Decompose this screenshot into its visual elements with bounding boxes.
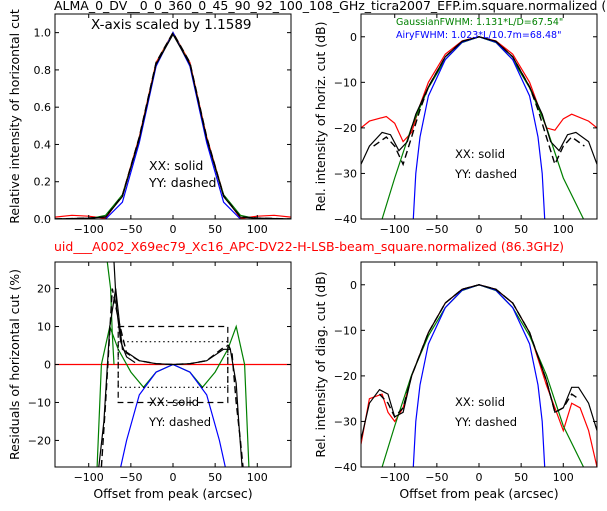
- style-annotation: YY: dashed: [148, 415, 211, 429]
- y-tick-label: 0: [350, 31, 357, 44]
- style-annotation: YY: dashed: [454, 167, 517, 181]
- series-blue-solid-2: [105, 31, 241, 219]
- plot-area: [55, 31, 291, 219]
- style-annotation: XX: solid: [455, 395, 505, 409]
- x-tick-label: 50: [514, 223, 528, 236]
- x-tick-label: −100: [380, 223, 410, 236]
- x-tick-label: 100: [247, 471, 268, 484]
- axes-frame: [360, 261, 598, 468]
- x-tick-label: 50: [208, 223, 222, 236]
- y-tick-label: −10: [28, 396, 51, 409]
- y-tick-label: 0.0: [34, 213, 52, 226]
- style-annotation: YY: dashed: [148, 175, 216, 190]
- y-tick-label: −20: [334, 122, 357, 135]
- y-tick-label: 0: [44, 359, 51, 372]
- x-tick-label: 50: [208, 471, 222, 484]
- series-green-solid-1: [381, 284, 585, 467]
- plot-area: [361, 36, 597, 219]
- y-tick-label: −20: [28, 434, 51, 447]
- y-tick-label: 10: [37, 321, 51, 334]
- chart-panel-top-left: −100 −50 0 50 100 0.0 0.2 0.4 0.6 0.8 1.0 Relative …: [7, 9, 292, 236]
- series-black-solid-3: [361, 36, 597, 165]
- plot-area: [55, 262, 291, 467]
- x-tick-label: −50: [119, 471, 142, 484]
- style-annotation: XX: solid: [149, 158, 203, 173]
- x-tick-label: 50: [514, 471, 528, 484]
- series-blue-solid-2: [412, 36, 546, 219]
- x-tick-label: 0: [170, 223, 177, 236]
- y-tick-label: 0.2: [34, 176, 52, 189]
- series-green-solid-1: [381, 36, 585, 219]
- top-title: ALMA_0_DV__0_0_360_0_45_90_92_100_108_GH…: [54, 0, 606, 13]
- x-tick-label: 100: [553, 223, 574, 236]
- scale-annotation: X-axis scaled by 1.1589: [91, 17, 252, 33]
- y-axis-label: Residuals of horizontal cut (%): [7, 269, 22, 460]
- y-tick-label: −40: [334, 461, 357, 474]
- series-black-solid-4: [98, 288, 243, 467]
- x-axis-label: Offset from peak (arcsec): [399, 486, 558, 501]
- series-black-dashed-4: [373, 36, 585, 167]
- x-tick-label: 100: [247, 223, 268, 236]
- series-black-dashed-6: [100, 288, 244, 467]
- y-tick-label: −30: [334, 415, 357, 428]
- series-red-solid-0: [361, 284, 597, 467]
- x-tick-label: 0: [476, 471, 483, 484]
- y-tick-label: 0.6: [34, 101, 52, 114]
- x-tick-label: 0: [476, 223, 483, 236]
- legend-entry: AiryFWHM: 1.023*L/10.7m=68.48": [396, 30, 561, 41]
- x-tick-label: −50: [425, 223, 448, 236]
- x-tick-label: −100: [74, 471, 104, 484]
- x-tick-label: −50: [425, 471, 448, 484]
- x-tick-label: −50: [119, 223, 142, 236]
- y-tick-label: 0.4: [34, 138, 52, 151]
- series-black-dashed-4: [55, 31, 291, 219]
- series-black-solid-5: [113, 262, 136, 364]
- style-annotation: XX: solid: [149, 395, 199, 409]
- series-red-solid-0: [361, 36, 597, 143]
- series-black-box-dotted-8: [117, 341, 229, 388]
- y-tick-label: −20: [334, 370, 357, 383]
- x-tick-label: −100: [380, 471, 410, 484]
- x-axis-label: Offset from peak (arcsec): [93, 486, 252, 501]
- series-black-solid-3: [55, 33, 291, 219]
- y-axis-label: Rel. intensity of diag. cut (dB): [313, 271, 328, 457]
- y-tick-label: −10: [334, 76, 357, 89]
- y-tick-label: 0.8: [34, 64, 52, 77]
- series-red-solid-0: [55, 31, 291, 219]
- y-tick-label: 20: [37, 283, 51, 296]
- y-tick-label: −30: [334, 167, 357, 180]
- y-axis-label: Relative intensity of horizontal cut: [7, 9, 22, 224]
- x-tick-label: −100: [74, 223, 104, 236]
- plot-area: [361, 284, 597, 467]
- y-tick-label: 1.0: [34, 27, 52, 40]
- y-tick-label: −40: [334, 213, 357, 226]
- axes-frame: [360, 13, 598, 220]
- legend-entry: GaussianFWHM: 1.131*L/D=67.54": [396, 17, 563, 28]
- series-black-dashed-4: [378, 284, 579, 419]
- y-tick-label: −10: [334, 324, 357, 337]
- series-blue-solid-2: [412, 284, 546, 467]
- y-tick-label: 0: [350, 279, 357, 292]
- style-annotation: XX: solid: [455, 147, 505, 161]
- mid-title: uid___A002_X69ec79_Xc16_APC-DV22-H-LSB-b…: [54, 239, 564, 254]
- y-axis-label: Rel. intensity of horiz. cut (dB): [313, 21, 328, 211]
- x-tick-label: 100: [553, 471, 574, 484]
- style-annotation: YY: dashed: [454, 415, 517, 429]
- x-tick-label: 0: [170, 471, 177, 484]
- series-green-solid-1: [55, 31, 291, 219]
